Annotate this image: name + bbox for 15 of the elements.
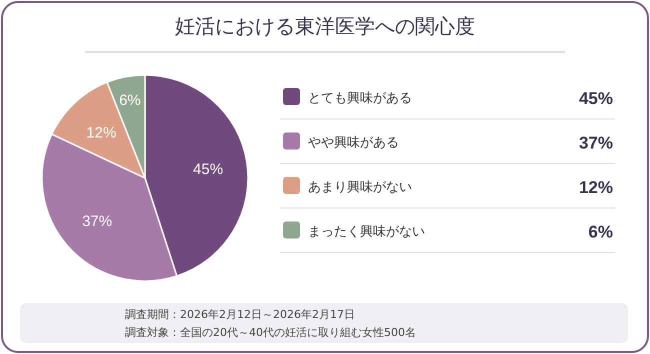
data-label: 45% — [193, 161, 224, 178]
chart-title: 妊活における東洋医学への関心度 — [175, 14, 475, 38]
text: 6% — [588, 222, 613, 242]
text: 37% — [578, 134, 613, 152]
text: 45% — [578, 89, 613, 108]
legend-label: あまり興味がない — [308, 180, 412, 195]
data-label: 12% — [86, 124, 116, 142]
data-label: 6% — [119, 92, 141, 110]
text: 調査対象：全国の20代～40代の妊活に取り組む女性500名 — [125, 326, 416, 339]
legend-label: やや興味がある — [308, 136, 399, 150]
text: 調査期間：2026年2月12日～2026年2月17日 — [125, 308, 355, 321]
legend-label: まったく興味がない — [308, 224, 425, 240]
legend-label: とても興味がある — [308, 91, 412, 106]
text: 12% — [578, 178, 613, 197]
data-label: 37% — [82, 213, 112, 230]
